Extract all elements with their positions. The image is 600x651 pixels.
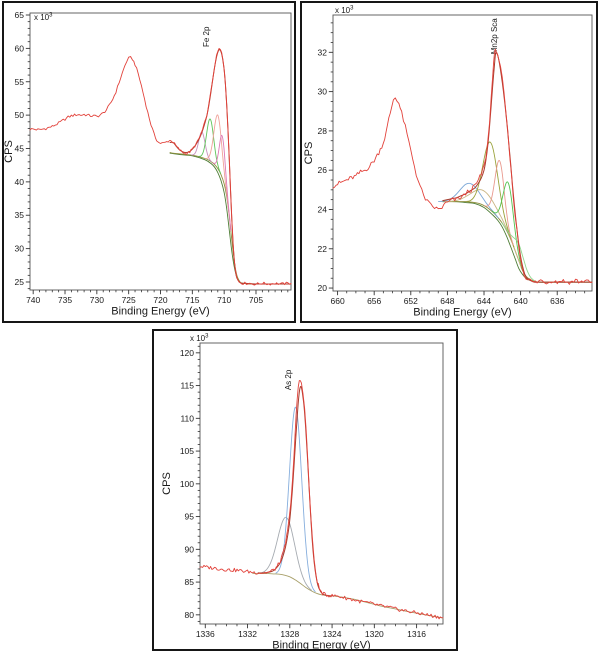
y-tick-label: 40 xyxy=(15,177,25,187)
chart-mn2p: 660 656 652 648 644 640 636 20 22 24 26 28 30 32 x 103… xyxy=(303,6,593,319)
x-tick-label: 656 xyxy=(367,296,381,306)
y-tick-label: 110 xyxy=(180,413,194,423)
y-tick-label: 26 xyxy=(318,165,328,175)
y-tick-label: 120 xyxy=(180,348,194,358)
y-tick-label: 95 xyxy=(185,512,195,522)
series-background-2 xyxy=(169,152,292,285)
x-tick-label: 1324 xyxy=(323,629,342,639)
x-tick-label: 1332 xyxy=(238,629,257,639)
series-background xyxy=(169,152,292,285)
x-tick-label: 648 xyxy=(440,296,454,306)
y-tick-label: 32 xyxy=(318,47,328,57)
y-tick-label: 85 xyxy=(185,577,195,587)
plot-frame xyxy=(332,14,593,292)
series-data xyxy=(332,48,593,285)
x-tick-label: 1320 xyxy=(365,629,384,639)
y-scale-label: x 103 xyxy=(190,334,209,344)
panel-mn2p: 660 656 652 648 644 640 636 20 22 24 26 28 30 32 x 103… xyxy=(300,1,598,323)
y-tick-label: 45 xyxy=(15,144,25,154)
plot-frame xyxy=(29,12,292,291)
series-component-gray xyxy=(258,516,312,591)
peak-label: As 2p xyxy=(284,369,293,390)
series-envelope xyxy=(257,385,333,597)
y-tick-label: 80 xyxy=(185,610,195,620)
y-scale-label: x 103 xyxy=(335,6,354,16)
x-axis-title: Binding Energy (eV) xyxy=(111,306,209,318)
y-axis-title: CPS xyxy=(303,142,315,165)
series-envelope xyxy=(442,51,593,283)
y-tick-label: 60 xyxy=(15,43,25,53)
series-component-4 xyxy=(212,134,232,231)
y-tick-label: 105 xyxy=(180,446,194,456)
x-tick-label: 640 xyxy=(514,296,528,306)
x-tick-label: 720 xyxy=(153,295,167,305)
y-tick-label: 100 xyxy=(180,479,194,489)
series-component-2 xyxy=(198,118,222,174)
series-data xyxy=(29,47,292,286)
y-tick-label: 25 xyxy=(15,277,25,287)
y-tick-label: 30 xyxy=(15,244,25,254)
plot-frame xyxy=(199,342,444,625)
chart-as2p: 1336 1332 1328 1324 1320 1316 80 85 90 95 100 105 11… xyxy=(161,334,444,650)
y-tick-label: 65 xyxy=(15,10,25,20)
y-tick-label: 115 xyxy=(180,381,194,391)
x-axis-title: Binding Energy (eV) xyxy=(272,640,370,650)
x-axis-title: Binding Energy (eV) xyxy=(413,307,511,319)
x-tick-label: 636 xyxy=(550,296,564,306)
x-tick-label: 705 xyxy=(249,295,263,305)
series-envelope xyxy=(169,49,292,285)
series-data xyxy=(199,380,444,620)
y-tick-label: 28 xyxy=(318,126,328,136)
y-axis-title: CPS xyxy=(4,140,15,163)
peak-label: Fe 2p xyxy=(202,26,211,47)
series-component-3 xyxy=(205,114,230,216)
series-component-salmon xyxy=(484,160,514,246)
x-tick-label: 730 xyxy=(90,295,104,305)
x-tick-label: 735 xyxy=(58,295,72,305)
chart-fe2p: 740 735 730 725 720 715 710 705 25 30 35 40 45 50 55 60… xyxy=(4,10,292,318)
peak-label: Mn2p Sca xyxy=(490,18,499,55)
series-component-olive xyxy=(466,141,515,248)
panel-as2p: 1336 1332 1328 1324 1320 1316 80 85 90 95 100 105 11… xyxy=(152,329,458,651)
y-tick-label: 50 xyxy=(15,110,25,120)
y-tick-label: 20 xyxy=(318,283,328,293)
y-tick-label: 35 xyxy=(15,210,25,220)
x-tick-label: 710 xyxy=(217,295,231,305)
x-tick-label: 652 xyxy=(404,296,418,306)
series-component-green xyxy=(491,181,524,272)
x-tick-label: 725 xyxy=(122,295,136,305)
x-tick-label: 1328 xyxy=(280,629,299,639)
y-tick-label: 24 xyxy=(318,204,328,214)
x-tick-label: 644 xyxy=(477,296,491,306)
y-tick-label: 55 xyxy=(15,77,25,87)
panel-fe2p: 740 735 730 725 720 715 710 705 25 30 35 40 45 50 55 60… xyxy=(2,1,296,323)
y-tick-label: 22 xyxy=(318,244,328,254)
x-tick-label: 740 xyxy=(26,295,40,305)
y-axis-title: CPS xyxy=(161,472,173,495)
y-tick-label: 30 xyxy=(318,87,328,97)
x-tick-label: 660 xyxy=(330,296,344,306)
series-component-blue xyxy=(438,182,499,219)
y-tick-label: 90 xyxy=(185,544,195,554)
y-scale-label: x 103 xyxy=(34,13,53,23)
x-tick-label: 1336 xyxy=(196,629,215,639)
x-tick-label: 715 xyxy=(185,295,199,305)
x-tick-label: 1316 xyxy=(407,629,426,639)
